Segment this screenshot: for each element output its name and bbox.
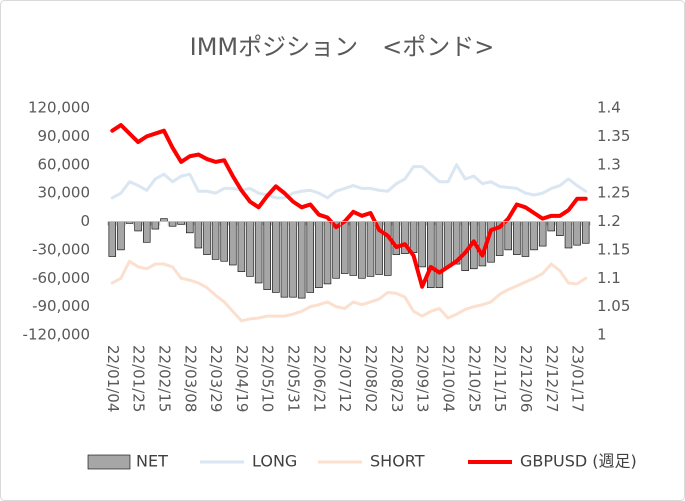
y-tick-label: 120,000 [28,99,90,117]
x-tick-label: 22/03/29 [207,345,225,412]
bar [151,221,160,230]
x-tick-label: 22/07/12 [336,345,354,412]
bar [513,221,521,255]
bar [444,221,452,268]
bar [246,221,254,277]
bar [306,221,315,293]
y-tick-label: 60,000 [38,155,91,173]
x-tick-label: 22/10/25 [465,345,483,412]
line-series [110,259,588,323]
bar [340,221,349,274]
bar [358,221,366,279]
y2-tick-label: 1.15 [597,240,630,258]
x-tick-label: 22/08/02 [362,345,380,412]
bar [349,221,358,276]
y2-tick-label: 1.4 [597,99,621,117]
bar [547,221,556,232]
y-tick-label: 30,000 [38,184,91,202]
x-tick-label: 22/12/27 [543,345,561,412]
bar [538,221,547,247]
bar [289,221,297,298]
x-tick-label: 22/11/15 [491,345,509,412]
bar [168,221,177,227]
y-tick-label: -30,000 [32,240,90,258]
y2-tick-label: 1.2 [597,212,621,230]
x-tick-label: 22/02/15 [155,345,173,412]
y2-tick-label: 1.25 [597,184,630,202]
bar [521,221,530,257]
x-tick-label: 22/01/04 [104,345,122,412]
chart-title: IMMポジション <ポンド> [190,33,495,61]
y2-tick-label: 1.35 [597,127,630,145]
bar [332,221,340,279]
x-tick-label: 22/12/06 [517,345,535,412]
x-tick-label: 22/05/10 [259,345,277,412]
line-series [110,123,588,289]
bar [117,221,125,251]
bar [297,221,306,299]
bar [392,221,401,255]
bar [108,221,117,257]
bar [504,221,512,251]
x-tick-label: 23/01/17 [569,345,587,412]
bar [220,221,228,262]
bar [229,221,237,266]
y-tick-label: 90,000 [38,127,91,145]
bar [263,221,271,290]
bar [461,221,469,271]
bar [134,221,142,232]
bar [564,221,573,249]
bar [280,221,289,298]
bar [556,221,564,236]
bar [211,221,220,260]
bar [254,221,263,284]
x-tick-label: 22/04/19 [233,345,251,412]
y-tick-label: -120,000 [23,326,90,344]
bar [435,221,444,289]
x-tick-label: 22/08/23 [388,345,406,412]
y2-tick-label: 1.1 [597,269,621,287]
bar [427,221,435,289]
bar [194,221,203,249]
line-series [110,163,588,200]
y-tick-label: -60,000 [32,269,90,287]
bar [418,221,426,268]
legend-label: SHORT [370,452,425,471]
y2-tick-label: 1.3 [597,155,621,173]
x-tick-label: 22/03/08 [181,345,199,412]
legend-label: LONG [252,452,297,471]
bar [573,221,581,246]
y-tick-label: 0 [80,212,90,230]
y-tick-label: -90,000 [32,297,90,315]
bar [142,221,151,243]
legend-label: NET [136,452,168,471]
bar [581,221,590,244]
bar [323,221,332,285]
x-tick-label: 22/09/13 [414,345,432,412]
bar [315,221,323,289]
bar [530,221,538,251]
bar [409,221,418,254]
legend-label: GBPUSD (週足) [520,452,637,471]
y2-tick-label: 1 [597,326,607,344]
bar [203,221,211,255]
x-tick-label: 22/06/21 [310,345,328,412]
legend-swatch [87,454,131,470]
x-tick-label: 22/01/25 [130,345,148,412]
bar [237,221,246,272]
bar [366,221,375,277]
y2-tick-label: 1.05 [597,297,630,315]
x-tick-label: 22/05/31 [285,345,303,412]
bar [186,221,194,234]
x-tick-label: 22/10/04 [439,345,457,412]
bar [383,221,392,276]
bar [272,221,280,293]
